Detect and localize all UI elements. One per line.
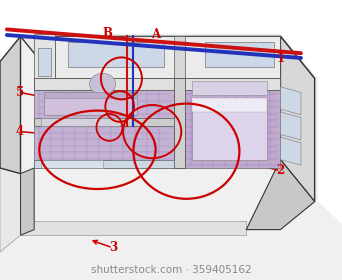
Polygon shape	[280, 36, 315, 202]
Polygon shape	[34, 118, 174, 126]
Polygon shape	[0, 36, 21, 174]
Text: 1: 1	[276, 52, 285, 65]
Text: 3: 3	[109, 241, 117, 254]
Polygon shape	[38, 48, 51, 76]
Text: 5: 5	[16, 86, 24, 99]
Polygon shape	[68, 42, 164, 67]
Polygon shape	[34, 160, 109, 168]
Polygon shape	[280, 112, 301, 140]
Polygon shape	[280, 87, 301, 115]
Polygon shape	[55, 36, 280, 78]
Polygon shape	[34, 34, 55, 90]
Text: B: B	[103, 27, 113, 40]
Polygon shape	[205, 42, 274, 67]
Text: 2: 2	[276, 164, 285, 177]
Polygon shape	[34, 160, 174, 168]
Polygon shape	[280, 137, 301, 165]
Polygon shape	[34, 78, 174, 168]
Polygon shape	[246, 160, 315, 230]
Polygon shape	[44, 92, 137, 98]
Text: shutterstock.com · 359405162: shutterstock.com · 359405162	[91, 265, 251, 275]
Text: 4: 4	[16, 125, 24, 138]
Polygon shape	[0, 34, 342, 280]
Circle shape	[90, 73, 116, 95]
Polygon shape	[34, 78, 280, 90]
Polygon shape	[0, 168, 21, 252]
Polygon shape	[192, 81, 267, 95]
Text: A: A	[151, 28, 160, 41]
Polygon shape	[44, 92, 137, 115]
Polygon shape	[41, 160, 103, 168]
Polygon shape	[174, 78, 185, 168]
Polygon shape	[21, 221, 246, 235]
Polygon shape	[192, 98, 267, 112]
Polygon shape	[174, 36, 185, 78]
Polygon shape	[41, 118, 120, 126]
Polygon shape	[174, 78, 280, 168]
Polygon shape	[21, 36, 315, 78]
Polygon shape	[21, 168, 34, 235]
Polygon shape	[192, 98, 267, 160]
